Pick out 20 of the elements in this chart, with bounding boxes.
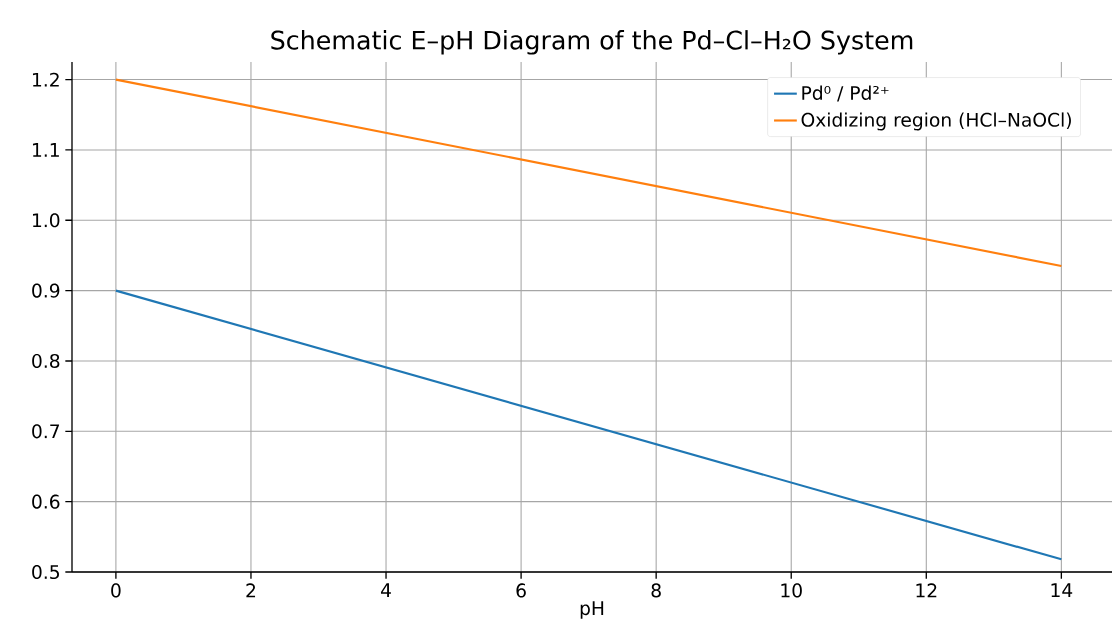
x-axis-title: pH (580, 601, 604, 619)
y-tick-label: 0.7 (32, 424, 60, 439)
y-tick-label: 0.9 (32, 283, 60, 298)
x-tick-label: 12 (916, 583, 937, 598)
legend-label: Oxidizing region (HCl–NaOCl) (801, 112, 1071, 131)
chart-title: Schematic E–pH Diagram of the Pd–Cl–H₂O System (271, 30, 913, 55)
y-tick-label: 0.8 (32, 353, 60, 369)
y-tick-label: 0.6 (32, 494, 60, 509)
y-tick-label: 0.5 (32, 564, 59, 580)
x-tick-label: 6 (516, 583, 526, 598)
y-tick-label: 1.0 (32, 213, 60, 228)
y-tick-label: 1.1 (32, 143, 59, 157)
legend-label: Pd⁰ / Pd²⁺ (802, 85, 889, 102)
x-tick-label: 4 (381, 583, 391, 597)
y-tick-label: 1.2 (32, 72, 59, 87)
x-tick-label: 14 (1051, 583, 1073, 597)
x-tick-label: 10 (781, 583, 802, 598)
x-tick-label: 0 (111, 583, 121, 598)
x-tick-label: 2 (246, 583, 256, 598)
x-tick-label: 8 (651, 583, 661, 598)
